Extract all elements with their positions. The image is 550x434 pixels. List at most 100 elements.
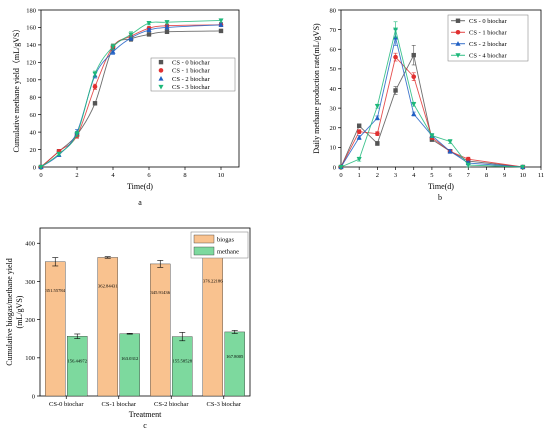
series-0 — [338, 45, 526, 170]
legend-marker — [158, 84, 164, 90]
data-point — [447, 148, 453, 154]
legend-swatch — [193, 246, 215, 256]
data-point — [356, 129, 362, 134]
x-axis-title: Treatment — [129, 410, 162, 419]
legend: CS - 0 biochar CS - 1 biochar CS - 2 bioch… — [447, 14, 529, 62]
legend-marker — [455, 29, 461, 35]
data-point — [146, 32, 152, 37]
data-point — [411, 102, 417, 107]
legend-label: CS - 2 biochar — [469, 41, 508, 48]
data-point — [92, 101, 98, 106]
y-tick-label: 180 — [26, 7, 36, 14]
y-tick-label: 140 — [26, 42, 36, 49]
legend-marker — [158, 75, 164, 81]
y-tick-label: 200 — [25, 317, 35, 324]
legend-label: CS - 0 biochar — [469, 18, 508, 25]
data-point — [110, 44, 116, 50]
y-axis-title: Cumulative biogas/methane yield — [5, 258, 14, 366]
legend-label: CS - 4 biochar — [469, 53, 508, 60]
y-tick-label: 0 — [32, 393, 35, 400]
x-axis-title: Time(d) — [127, 182, 153, 191]
bar-value-label: 376.22186 — [203, 278, 223, 283]
data-point — [465, 163, 471, 168]
legend-frame — [447, 14, 529, 62]
chart-a: 0 2 4 6 8 10020406080100120140160180Time(d)Cu… — [12, 7, 240, 191]
data-point — [374, 104, 380, 109]
y-tick-label: 100 — [26, 77, 36, 84]
y-tick-label: 60 — [30, 112, 37, 119]
bar — [172, 336, 193, 397]
bar — [97, 257, 118, 397]
x-tick-label: CS-1 biochar — [102, 401, 137, 408]
legend-label: CS - 1 biochar — [172, 68, 211, 75]
panel-label: a — [138, 198, 142, 207]
bar — [150, 263, 171, 397]
legend-marker — [158, 59, 164, 65]
x-tick-label: 5 — [430, 172, 433, 179]
bar — [67, 336, 88, 397]
x-tick-label: 1 — [358, 172, 361, 179]
legend-label: CS - 3 biochar — [172, 84, 211, 91]
x-tick-label: 7 — [467, 172, 471, 179]
data-point — [338, 165, 344, 170]
legend-label: CS - 1 biochar — [469, 30, 508, 37]
data-point — [393, 88, 398, 93]
panel-label: c — [143, 421, 147, 430]
data-point — [393, 27, 399, 33]
x-tick-label: 11 — [538, 172, 544, 179]
data-point — [92, 84, 98, 90]
bar-value-label: 163.0312 — [121, 356, 139, 361]
data-point — [411, 74, 417, 80]
data-point — [356, 123, 362, 128]
y-tick-label: 0 — [333, 164, 336, 171]
chart-c: 0 100 200 300 400 CS-0 biochar 351.55784 156.44… — [5, 227, 251, 419]
data-point — [146, 21, 152, 26]
bar-value-label: 351.55784 — [45, 288, 65, 293]
x-tick-label: 10 — [218, 172, 225, 179]
y-tick-label: 20 — [330, 125, 337, 132]
data-point — [218, 22, 224, 27]
series-line — [40, 24, 222, 168]
series-line — [340, 56, 523, 168]
data-point — [429, 133, 435, 139]
x-tick-label: 6 — [147, 172, 151, 179]
chart-b: 0 1 2 3 4 5 6 7 8 9 10 11 0 10 20 30 40 50 60 70 80 Time(d) Da… — [312, 7, 544, 191]
plot-frame — [40, 9, 240, 168]
data-point — [128, 35, 134, 40]
data-point — [110, 49, 116, 54]
data-point — [164, 20, 170, 25]
x-tick-label: 2 — [75, 172, 78, 179]
plot-frame — [39, 227, 251, 397]
panel-label: b — [438, 193, 442, 202]
x-tick-label: CS-3 biochar — [207, 401, 242, 408]
data-point — [374, 115, 380, 120]
x-tick-label: 8 — [485, 172, 488, 179]
y-tick-label: 10 — [330, 145, 337, 152]
data-point — [411, 52, 416, 58]
x-axis-title: Time(d) — [428, 182, 454, 191]
data-point — [146, 27, 152, 33]
bar-value-label: 345.91436 — [150, 290, 170, 295]
series-1 — [338, 52, 526, 170]
bar — [45, 261, 66, 397]
data-point — [375, 131, 380, 136]
y-axis-title: Cumulative methane yield（mL/gVS） — [12, 25, 21, 153]
data-point — [375, 141, 380, 146]
data-point — [356, 157, 362, 162]
data-point — [128, 32, 134, 38]
bar-value-label: 156.44972 — [67, 358, 87, 363]
x-tick-label: 0 — [339, 172, 342, 179]
legend-frame — [150, 57, 236, 92]
y-tick-label: 60 — [330, 47, 337, 54]
data-point — [356, 134, 362, 140]
legend-label: CS - 0 biochar — [172, 59, 211, 66]
y-axis-unit: (mL/gVS) — [15, 295, 24, 328]
x-tick-label: 9 — [503, 172, 506, 179]
bar — [119, 333, 140, 397]
data-point — [520, 165, 526, 170]
y-tick-label: 160 — [26, 25, 36, 32]
legend: biogas methane — [190, 231, 249, 259]
data-point — [164, 29, 170, 35]
legend-label: methane — [217, 249, 239, 256]
